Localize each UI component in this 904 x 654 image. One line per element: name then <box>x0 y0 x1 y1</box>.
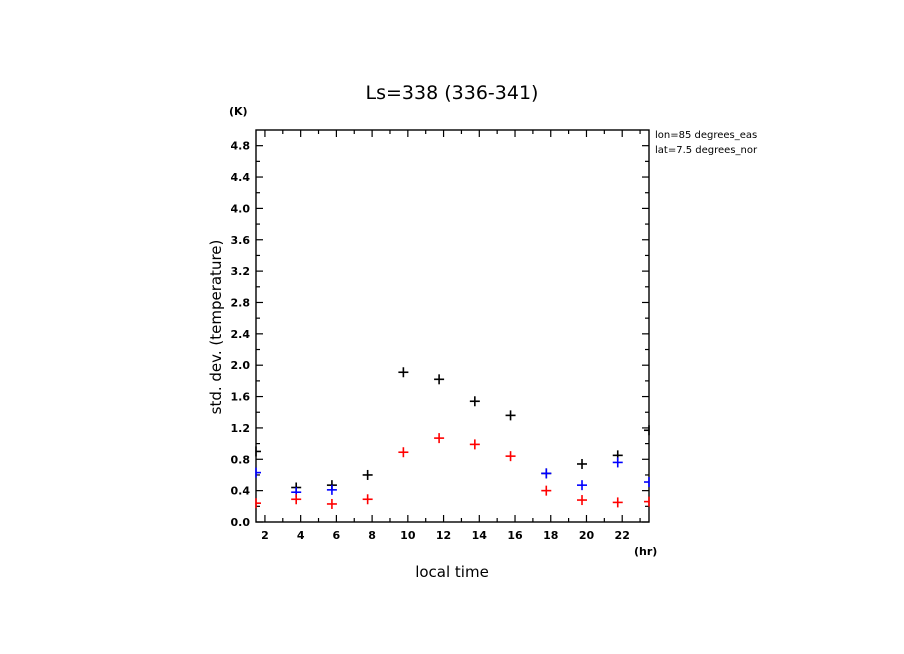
x-tick-label: 10 <box>400 529 416 542</box>
data-point <box>255 498 261 509</box>
data-point <box>612 457 623 468</box>
annotation-lat: lat=7.5 degrees_nor <box>655 145 758 156</box>
data-point <box>326 498 337 509</box>
data-point <box>291 494 302 505</box>
data-point <box>541 468 552 479</box>
data-point <box>255 446 261 457</box>
x-tick-label: 2 <box>261 529 269 542</box>
y-tick-label: 3.2 <box>231 265 251 278</box>
data-point <box>362 469 373 480</box>
data-point <box>541 485 552 496</box>
y-tick-label: 4.0 <box>231 202 251 215</box>
data-point <box>644 496 650 507</box>
data-point <box>644 477 650 488</box>
data-point <box>362 494 373 505</box>
data-point <box>255 467 261 478</box>
chart-title: Ls=338 (336-341) <box>366 82 539 104</box>
axis-ticks <box>256 130 649 523</box>
y-axis-label: std. dev. (temperature) <box>207 240 225 415</box>
tick-labels: 0.0 0.4 0.8 1.2 1.6 2.0 2.4 2.8 3.2 3.6 4.0 4.4 4.8 2… <box>231 140 630 542</box>
data-point <box>434 433 445 444</box>
y-tick-label: 2.0 <box>231 359 251 372</box>
data-point <box>469 396 480 407</box>
plot-frame <box>255 129 650 523</box>
data-point <box>398 367 409 378</box>
data-point <box>326 484 337 495</box>
data-point <box>505 451 516 462</box>
annotation-lon: lon=85 degrees_eas <box>655 130 757 141</box>
y-tick-label: 2.8 <box>231 296 251 309</box>
data-point <box>577 458 588 469</box>
y-tick-label: 0.8 <box>231 453 251 466</box>
x-unit-label: (hr) <box>634 545 657 558</box>
x-tick-label: 16 <box>507 529 523 542</box>
x-tick-label: 22 <box>615 529 630 542</box>
x-tick-label: 12 <box>436 529 451 542</box>
data-point <box>469 439 480 450</box>
y-tick-label: 4.4 <box>231 171 251 184</box>
x-axis-label: local time <box>415 563 489 581</box>
data-marks <box>255 367 650 509</box>
y-tick-label: 4.8 <box>231 140 251 153</box>
y-unit-label: (K) <box>229 105 248 118</box>
y-tick-label: 2.4 <box>231 328 251 341</box>
x-tick-label: 4 <box>297 529 305 542</box>
y-tick-label: 0.0 <box>231 516 251 529</box>
data-point <box>577 495 588 506</box>
y-tick-label: 0.4 <box>231 485 251 498</box>
x-tick-label: 8 <box>368 529 376 542</box>
data-point <box>398 447 409 458</box>
data-point <box>644 425 650 436</box>
data-point <box>612 497 623 508</box>
data-point <box>505 410 516 421</box>
data-point <box>434 374 445 385</box>
y-tick-label: 1.2 <box>231 422 251 435</box>
x-tick-label: 20 <box>579 529 595 542</box>
data-point <box>577 480 588 491</box>
x-tick-label: 14 <box>472 529 488 542</box>
x-tick-label: 6 <box>333 529 341 542</box>
y-tick-label: 3.6 <box>231 234 251 247</box>
x-tick-label: 18 <box>543 529 558 542</box>
y-tick-label: 1.6 <box>231 391 251 404</box>
